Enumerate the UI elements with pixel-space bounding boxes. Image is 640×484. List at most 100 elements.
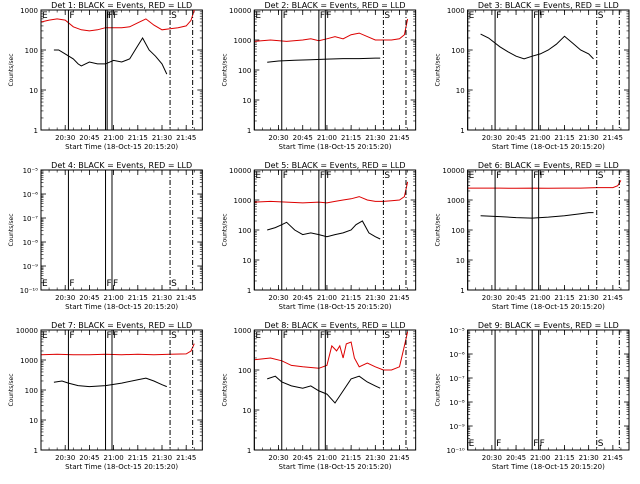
x-tick-label: 21:45: [389, 294, 409, 302]
event-marker-label: F: [533, 11, 538, 21]
x-tick-label: 21:15: [341, 134, 361, 142]
plot-title: Det 4: BLACK = Events, RED = LLD: [51, 161, 192, 170]
lld-series-line: [467, 180, 622, 189]
y-tick-label: 10⁻¹⁰: [20, 287, 38, 295]
event-marker-label: F: [69, 11, 74, 21]
x-tick-label: 20:30: [482, 454, 502, 462]
event-marker-label: S: [384, 171, 390, 181]
x-tick-label: 21:30: [579, 134, 599, 142]
x-axis-label: Start Time (18-Oct-15 20:15:20): [65, 463, 178, 471]
y-tick-label: 100: [451, 47, 464, 55]
event-marker-label: F: [108, 11, 113, 21]
event-marker-label: E: [42, 279, 48, 289]
y-tick-label: 1: [247, 287, 251, 295]
plot-frame: [253, 329, 417, 451]
event-marker-label: S: [598, 171, 604, 181]
y-tick-label: 100: [238, 367, 251, 375]
y-tick-label: 10000: [229, 167, 251, 175]
y-tick-label: 1000: [234, 37, 252, 45]
x-tick-label: 21:30: [152, 294, 172, 302]
plot-panel: Det 8: BLACK = Events, RED = LLD 1 10 100 10…: [221, 321, 417, 471]
event-marker-label: F: [540, 171, 545, 181]
event-marker-label: F: [113, 279, 118, 289]
y-tick-label: 100: [451, 227, 464, 235]
y-tick-label: 10⁻⁷: [449, 375, 465, 383]
event-marker-label: F: [540, 11, 545, 21]
y-axis-label: Counts/sec: [8, 373, 15, 406]
x-axis-label: Start Time (18-Oct-15 20:15:20): [279, 143, 392, 151]
y-tick-label: 10⁻⁶: [449, 351, 465, 359]
event-marker-label: E: [469, 171, 475, 181]
x-tick-label: 21:00: [104, 134, 124, 142]
plot-panel: Det 6: BLACK = Events, RED = LLD 1 10 100 10…: [435, 161, 630, 311]
event-marker-label: S: [598, 439, 604, 449]
y-tick-label: 10: [242, 97, 251, 105]
event-marker-label: F: [107, 11, 112, 21]
x-axis-label: Start Time (18-Oct-15 20:15:20): [279, 463, 392, 471]
plot-panel: Det 5: BLACK = Events, RED = LLD 1 10 100 10…: [221, 161, 417, 311]
lld-series-line: [254, 331, 409, 371]
y-tick-label: 10: [29, 87, 38, 95]
x-tick-label: 21:30: [579, 294, 599, 302]
y-axis-label: Counts/sec: [435, 213, 442, 246]
y-tick-label: 10: [242, 257, 251, 265]
plot-panel: Det 3: BLACK = Events, RED = LLD 1 10 100 10…: [435, 1, 630, 151]
x-tick-label: 21:15: [128, 454, 148, 462]
plot-frame: [467, 329, 630, 451]
event-marker-label: E: [469, 439, 475, 449]
y-axis-label: Counts/sec: [221, 53, 228, 86]
plot-frame: [253, 169, 417, 291]
lld-series-line: [40, 9, 195, 32]
event-marker-label: F: [540, 439, 545, 449]
y-tick-label: 10: [456, 257, 465, 265]
event-marker-label: E: [255, 11, 261, 21]
y-tick-label: 10: [242, 407, 251, 415]
events-series-line: [53, 377, 167, 388]
plot-frame: [40, 329, 203, 451]
plot-title: Det 3: BLACK = Events, RED = LLD: [478, 1, 619, 10]
event-marker-label: F: [113, 11, 118, 21]
y-tick-label: 1: [34, 447, 38, 455]
plot-title: Det 8: BLACK = Events, RED = LLD: [265, 321, 406, 330]
event-marker-label: S: [171, 11, 177, 21]
event-marker-label: E: [255, 171, 261, 181]
x-tick-label: 20:45: [79, 134, 99, 142]
plot-panel: Det 1: BLACK = Events, RED = LLD 1 10 100 10…: [8, 1, 203, 151]
x-tick-label: 20:30: [55, 134, 75, 142]
event-marker-label: F: [69, 331, 74, 341]
x-tick-label: 21:45: [389, 134, 409, 142]
y-axis-label: Counts/sec: [8, 53, 15, 86]
x-tick-label: 20:30: [268, 294, 288, 302]
y-tick-label: 10: [456, 87, 465, 95]
event-marker-label: S: [384, 11, 390, 21]
plot-frame: [40, 169, 203, 291]
event-marker-label: F: [533, 439, 538, 449]
event-marker-label: F: [496, 439, 501, 449]
event-marker-label: F: [283, 171, 288, 181]
x-tick-label: 21:45: [176, 294, 196, 302]
y-tick-label: 1000: [234, 327, 252, 335]
plot-title: Det 6: BLACK = Events, RED = LLD: [478, 161, 619, 170]
x-tick-label: 20:45: [79, 454, 99, 462]
x-tick-label: 21:15: [128, 134, 148, 142]
x-tick-label: 21:15: [554, 294, 574, 302]
y-tick-label: 10⁻¹⁰: [446, 447, 464, 455]
event-marker-label: F: [283, 11, 288, 21]
y-tick-label: 10⁻⁸: [449, 399, 465, 407]
y-tick-label: 1000: [20, 357, 38, 365]
event-marker-label: F: [320, 11, 325, 21]
x-tick-label: 21:15: [341, 294, 361, 302]
x-tick-label: 20:45: [506, 294, 526, 302]
event-marker-label: E: [42, 11, 48, 21]
y-tick-label: 100: [238, 227, 251, 235]
event-marker-label: S: [171, 279, 177, 289]
y-tick-label: 10⁻⁷: [23, 215, 39, 223]
x-tick-label: 21:30: [365, 294, 385, 302]
x-tick-label: 21:00: [104, 294, 124, 302]
event-marker-label: F: [320, 171, 325, 181]
y-tick-label: 1: [247, 127, 251, 135]
x-axis-label: Start Time (18-Oct-15 20:15:20): [65, 143, 178, 151]
x-tick-label: 21:15: [341, 454, 361, 462]
lld-series-line: [254, 18, 409, 42]
